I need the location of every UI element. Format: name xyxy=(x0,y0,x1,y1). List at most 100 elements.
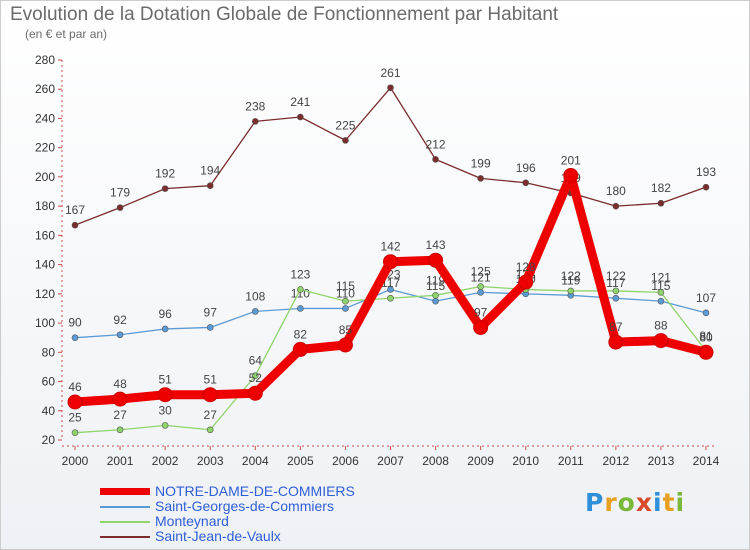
logo-letter: i xyxy=(653,488,663,517)
data-point xyxy=(563,167,579,183)
data-label: 110 xyxy=(291,286,310,300)
data-point xyxy=(67,394,83,410)
legend-label: Saint-Jean-de-Vaulx xyxy=(155,528,281,544)
data-label: 97 xyxy=(204,305,218,319)
legend-label: NOTRE-DAME-DE-COMMIERS xyxy=(155,483,355,499)
data-label: 261 xyxy=(380,66,400,80)
data-point xyxy=(342,137,349,144)
x-tick-label: 2010 xyxy=(512,454,539,468)
data-label: 110 xyxy=(336,286,355,300)
data-label: 48 xyxy=(113,377,127,391)
logo-letter: P xyxy=(585,488,605,517)
data-label: 115 xyxy=(426,279,445,293)
data-point xyxy=(157,387,173,403)
data-label: 108 xyxy=(245,289,265,303)
data-label: 51 xyxy=(204,373,218,387)
legend-label: Saint-Georges-de-Commiers xyxy=(155,498,334,514)
data-label: 90 xyxy=(68,316,82,330)
data-point xyxy=(116,331,124,339)
y-tick-label: 100 xyxy=(35,316,55,330)
data-label: 238 xyxy=(245,99,265,113)
logo-letter: r xyxy=(604,488,618,517)
data-label: 85 xyxy=(339,323,353,337)
x-tick-label: 2004 xyxy=(242,454,269,468)
data-point xyxy=(698,344,714,360)
data-label: 80 xyxy=(699,330,713,344)
data-label: 27 xyxy=(204,408,218,422)
logo-letter: x xyxy=(635,488,653,517)
x-tick-label: 2013 xyxy=(648,454,675,468)
legend-swatch xyxy=(100,488,150,495)
logo-letter: t xyxy=(662,488,676,517)
data-point xyxy=(653,333,669,349)
data-label: 115 xyxy=(336,279,355,293)
legend-item: NOTRE-DAME-DE-COMMIERS xyxy=(100,484,420,499)
data-point xyxy=(251,118,259,125)
data-point xyxy=(612,287,620,295)
data-label: 122 xyxy=(561,269,581,283)
x-tick-label: 2002 xyxy=(152,454,179,468)
data-point xyxy=(702,183,710,191)
data-point xyxy=(251,308,259,315)
data-point xyxy=(473,319,489,335)
data-label: 182 xyxy=(651,181,671,195)
data-label: 30 xyxy=(158,403,172,417)
data-label: 96 xyxy=(158,307,172,321)
data-point xyxy=(387,294,394,302)
y-tick-label: 220 xyxy=(35,141,55,155)
data-point xyxy=(657,289,665,296)
y-tick-label: 200 xyxy=(35,170,55,184)
x-tick-label: 2008 xyxy=(422,454,449,468)
data-point xyxy=(612,202,620,210)
data-point xyxy=(342,305,349,312)
data-label: 194 xyxy=(200,164,220,178)
series-line xyxy=(74,87,707,226)
data-label: 180 xyxy=(606,184,626,198)
data-label: 143 xyxy=(426,238,446,252)
data-point xyxy=(477,289,484,296)
data-point xyxy=(342,297,349,305)
data-label: 97 xyxy=(474,305,488,319)
data-point xyxy=(71,429,79,436)
data-point xyxy=(116,204,124,211)
data-point xyxy=(432,297,439,305)
data-label: 87 xyxy=(609,320,623,334)
data-point xyxy=(297,113,304,121)
data-point xyxy=(297,286,304,293)
legend-item: Saint-Jean-de-Vaulx xyxy=(100,529,420,544)
data-point xyxy=(71,334,79,341)
chart-title: Evolution de la Dotation Globale de Fonc… xyxy=(10,4,559,25)
data-point xyxy=(337,337,353,353)
data-label: 107 xyxy=(696,291,716,305)
logo-letter: i xyxy=(675,488,686,517)
data-label: 142 xyxy=(380,240,400,254)
data-label: 119 xyxy=(561,273,580,287)
data-label: 64 xyxy=(249,354,263,368)
data-label: 212 xyxy=(426,137,446,151)
y-tick-label: 240 xyxy=(35,111,55,125)
data-label: 119 xyxy=(426,273,445,287)
data-label: 115 xyxy=(651,279,670,293)
data-label: 46 xyxy=(68,380,82,394)
logo-letter: o xyxy=(617,488,636,517)
data-point xyxy=(702,309,710,317)
data-point xyxy=(161,325,169,333)
y-tick-label: 40 xyxy=(42,404,56,418)
data-point xyxy=(202,387,218,403)
data-label: 122 xyxy=(606,269,626,283)
data-point xyxy=(161,422,169,429)
data-point xyxy=(247,385,263,401)
x-tick-label: 2014 xyxy=(693,454,720,468)
data-point xyxy=(161,185,169,192)
data-point xyxy=(251,372,259,379)
data-point xyxy=(71,221,79,229)
x-tick-label: 2011 xyxy=(558,454,584,468)
y-tick-label: 120 xyxy=(35,287,55,301)
legend-swatch xyxy=(100,506,150,508)
data-label: 88 xyxy=(654,319,668,333)
legend-swatch xyxy=(100,521,150,523)
y-tick-label: 280 xyxy=(35,53,55,67)
data-point xyxy=(477,283,484,290)
data-label: 121 xyxy=(651,270,671,284)
data-label: 81 xyxy=(699,329,713,343)
